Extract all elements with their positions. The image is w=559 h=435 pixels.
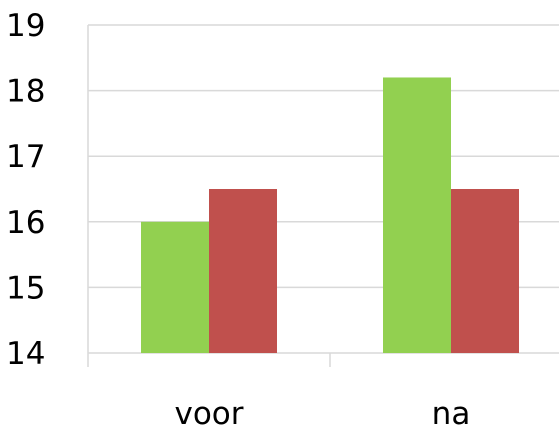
x-category-label: na bbox=[432, 396, 471, 432]
y-tick-label: 19 bbox=[6, 8, 45, 44]
bar-voor-series-2 bbox=[209, 189, 277, 353]
x-category-labels: voor na bbox=[174, 396, 470, 432]
x-category-label: voor bbox=[174, 396, 243, 432]
y-tick-label: 14 bbox=[6, 336, 45, 372]
y-tick-label: 17 bbox=[6, 139, 45, 175]
y-tick-label: 18 bbox=[6, 74, 45, 110]
bars bbox=[141, 77, 519, 353]
bar-na-series-1 bbox=[383, 77, 451, 353]
y-tick-labels: 14 15 16 17 18 19 bbox=[6, 8, 45, 372]
y-tick-label: 15 bbox=[6, 270, 45, 306]
y-tick-label: 16 bbox=[6, 205, 45, 241]
bar-voor-series-1 bbox=[141, 221, 209, 353]
bar-na-series-2 bbox=[451, 189, 519, 353]
